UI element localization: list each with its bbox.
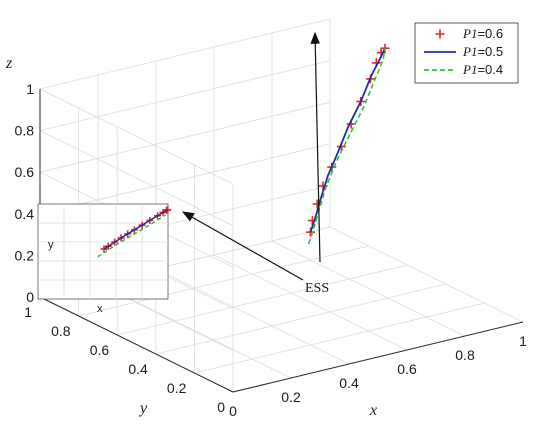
- x-tick-label: 0.8: [455, 347, 475, 363]
- inset-line: [103, 209, 168, 250]
- legend-entry: P1=0.5: [424, 44, 503, 59]
- z-tick-label: 0: [26, 289, 34, 305]
- legend-label: P1=0.6: [462, 26, 503, 41]
- ess-annotation: ESS: [181, 31, 329, 296]
- x-tick-label: 0: [229, 403, 237, 419]
- series-marker: [305, 227, 315, 237]
- grid-line: [39, 18, 331, 90]
- y-axis-label: y: [138, 400, 148, 417]
- x-axis-label: x: [369, 402, 377, 419]
- z-axis-label: z: [5, 55, 13, 72]
- axis-ticks: 00.20.40.60.8100.20.40.60.8100.20.40.60.…: [15, 81, 528, 419]
- x-tick-label: 0.2: [281, 389, 301, 405]
- grid-line: [213, 254, 408, 351]
- series-line: [309, 47, 386, 233]
- inset-panel: y x: [37, 203, 172, 315]
- legend-entry: P1=0.4: [424, 62, 503, 77]
- grid-line: [39, 143, 331, 215]
- y-axis-line: [39, 296, 234, 393]
- y-tick-label: 0.4: [128, 361, 148, 377]
- z-tick-label: 0.8: [15, 123, 35, 139]
- data-series: [305, 43, 390, 245]
- grid-line: [39, 130, 234, 226]
- x-tick-label: 1: [519, 333, 527, 349]
- inset-marker: [164, 206, 172, 214]
- grid-line: [271, 240, 466, 337]
- y-tick-label: 0.6: [90, 342, 110, 358]
- grid-line: [194, 302, 485, 374]
- legend-marker: [435, 29, 445, 39]
- x-axis-line: [232, 321, 524, 393]
- inset-grid: [38, 204, 168, 299]
- inset-marker: [100, 245, 108, 253]
- y-tick-label: 0.2: [167, 380, 187, 396]
- z-tick-label: 0.6: [15, 164, 35, 180]
- legend: P1=0.6 P1=0.5 P1=0.4: [414, 22, 519, 84]
- grid-line: [329, 226, 524, 323]
- grid-line: [39, 101, 331, 173]
- grid-line: [117, 264, 408, 336]
- inset-y-label: y: [48, 239, 54, 251]
- inset-frame: [37, 203, 169, 300]
- inset-x-label: x: [97, 303, 103, 315]
- y-tick-label: 1: [24, 304, 32, 320]
- grid-line: [155, 268, 350, 365]
- legend-label: P1=0.4: [462, 62, 503, 77]
- y-tick-label: 0.8: [51, 323, 71, 339]
- y-tick-label: 0: [217, 399, 225, 415]
- legend-entry: P1=0.6: [435, 26, 503, 41]
- x-tick-label: 0.4: [339, 375, 359, 391]
- legend-label: P1=0.5: [462, 44, 503, 59]
- z-tick-label: 0.4: [15, 206, 35, 222]
- inset-series: [97, 206, 172, 258]
- ess-label: ESS: [305, 281, 329, 296]
- ess-arrow-main: [310, 31, 321, 263]
- grid-line: [39, 88, 234, 185]
- legend-box: [414, 22, 519, 84]
- series-line: [307, 48, 386, 245]
- inset-line: [97, 214, 167, 258]
- x-tick-label: 0.6: [397, 361, 417, 377]
- z-tick-label: 1: [26, 81, 34, 97]
- grid-line: [39, 60, 331, 131]
- ess-arrow-inset: [181, 211, 304, 281]
- grid-line: [155, 283, 446, 355]
- z-tick-label: 0.2: [15, 247, 35, 263]
